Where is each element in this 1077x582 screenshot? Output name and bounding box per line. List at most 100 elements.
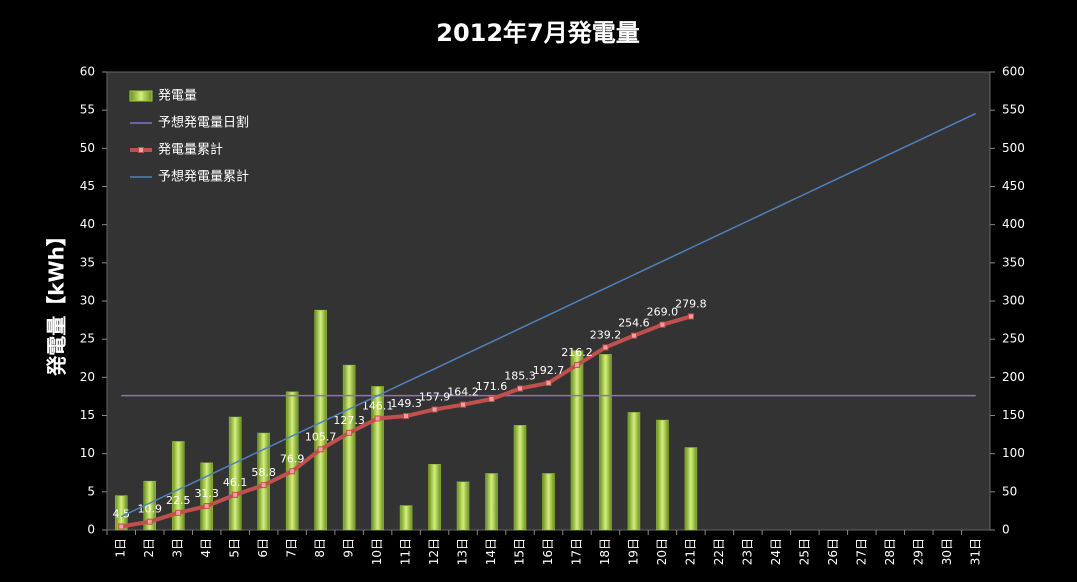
marker xyxy=(488,396,495,403)
marker xyxy=(630,332,637,339)
x-tick-label: 9日 xyxy=(342,538,356,558)
data-label: 149.3 xyxy=(390,397,422,410)
data-label: 269.0 xyxy=(647,306,679,319)
bar xyxy=(285,391,299,531)
data-label: 105.7 xyxy=(305,430,337,443)
bar xyxy=(114,495,128,531)
data-label: 254.6 xyxy=(618,317,650,330)
x-tick-label: 26日 xyxy=(826,538,840,565)
bar xyxy=(428,464,441,531)
y2-tick-label: 250 xyxy=(1002,332,1025,346)
x-tick-label: 30日 xyxy=(940,538,954,565)
y-tick-label: 50 xyxy=(80,141,95,155)
legend-label: 発電量 xyxy=(158,89,197,104)
x-tick-label: 12日 xyxy=(427,538,441,565)
data-label: 46.1 xyxy=(223,476,248,489)
marker xyxy=(118,523,125,530)
x-tick-label: 5日 xyxy=(228,538,242,558)
legend-marker xyxy=(138,147,144,153)
data-label: 127.3 xyxy=(333,414,365,427)
y2-tick-label: 0 xyxy=(1002,523,1010,537)
x-tick-label: 21日 xyxy=(683,538,697,565)
x-tick-label: 13日 xyxy=(456,538,470,565)
bar xyxy=(371,386,384,531)
marker xyxy=(203,503,210,510)
x-tick-label: 7日 xyxy=(285,538,299,558)
x-tick-label: 1日 xyxy=(114,538,128,558)
bar xyxy=(684,447,698,531)
y2-tick-label: 50 xyxy=(1002,484,1017,498)
data-label: 157.9 xyxy=(419,390,451,403)
marker xyxy=(659,321,666,328)
bar xyxy=(200,462,213,531)
x-tick-label: 8日 xyxy=(313,538,327,558)
x-tick-label: 11日 xyxy=(399,538,413,565)
y2-tick-label: 300 xyxy=(1002,294,1025,308)
x-tick-label: 23日 xyxy=(740,538,754,565)
y-axis-label: 発電量【kWh】 xyxy=(45,226,69,377)
data-label: 31.3 xyxy=(194,487,219,500)
marker xyxy=(517,385,524,392)
data-label: 146.1 xyxy=(362,399,394,412)
x-tick-label: 6日 xyxy=(256,538,270,558)
y-tick-label: 45 xyxy=(80,179,95,193)
marker xyxy=(602,344,609,351)
y-tick-label: 20 xyxy=(80,370,95,384)
y2-tick-label: 500 xyxy=(1002,141,1025,155)
x-tick-label: 4日 xyxy=(199,538,213,558)
bar xyxy=(171,441,185,531)
marker xyxy=(146,518,153,525)
y-tick-label: 35 xyxy=(80,255,95,269)
data-label: 279.8 xyxy=(675,297,707,310)
marker xyxy=(431,406,438,413)
y2-tick-label: 200 xyxy=(1002,370,1025,384)
marker xyxy=(403,413,410,420)
series-line xyxy=(120,112,977,518)
marker xyxy=(317,446,324,453)
data-label: 58.8 xyxy=(251,466,276,479)
bar xyxy=(456,481,470,531)
data-label: 171.6 xyxy=(476,380,508,393)
marker xyxy=(346,429,353,436)
y2-tick-label: 100 xyxy=(1002,446,1025,460)
legend-swatch xyxy=(129,90,153,102)
bar xyxy=(513,425,527,531)
x-tick-label: 19日 xyxy=(626,538,640,565)
legend-label: 発電量累計 xyxy=(158,142,223,158)
y-tick-label: 30 xyxy=(80,294,95,308)
x-tick-label: 14日 xyxy=(484,538,498,565)
y-tick-label: 0 xyxy=(87,523,95,537)
bar xyxy=(599,354,612,531)
x-tick-label: 10日 xyxy=(370,538,384,565)
y2-tick-label: 550 xyxy=(1002,103,1025,117)
y-tick-label: 25 xyxy=(80,332,95,346)
data-label: 164.2 xyxy=(447,386,479,399)
data-label: 216.2 xyxy=(561,346,593,359)
x-tick-label: 15日 xyxy=(513,538,527,565)
y-tick-label: 5 xyxy=(87,484,95,498)
bar xyxy=(570,350,584,531)
x-tick-label: 31日 xyxy=(968,538,982,565)
legend-label: 予想発電量累計 xyxy=(158,169,249,185)
marker xyxy=(687,313,694,320)
x-tick-label: 3日 xyxy=(171,538,185,558)
data-label: 22.5 xyxy=(166,494,191,507)
marker xyxy=(460,401,467,408)
y2-tick-label: 450 xyxy=(1002,179,1025,193)
data-label: 4.5 xyxy=(112,508,130,521)
y-tick-label: 40 xyxy=(80,217,95,231)
y2-tick-label: 350 xyxy=(1002,255,1025,269)
y2-tick-label: 400 xyxy=(1002,217,1025,231)
data-label: 185.3 xyxy=(504,370,536,383)
data-label: 192.7 xyxy=(533,364,565,377)
x-tick-label: 16日 xyxy=(541,538,555,565)
data-label: 10.9 xyxy=(137,503,162,516)
y-tick-label: 10 xyxy=(80,446,95,460)
data-label: 239.2 xyxy=(590,328,622,341)
x-tick-label: 28日 xyxy=(883,538,897,565)
bar xyxy=(627,412,641,531)
data-label: 76.9 xyxy=(280,452,305,465)
x-tick-label: 20日 xyxy=(655,538,669,565)
y-tick-label: 60 xyxy=(80,65,95,79)
